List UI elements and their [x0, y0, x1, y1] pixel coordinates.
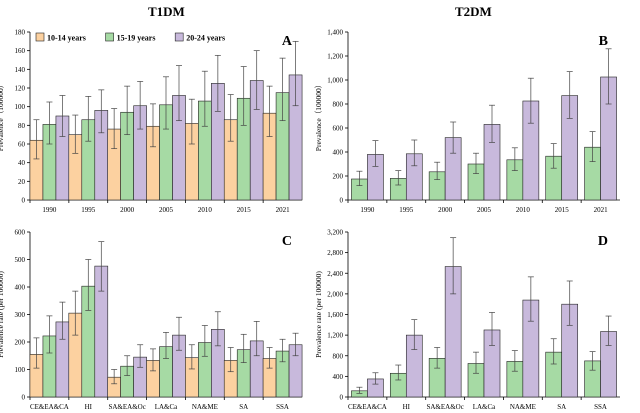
- x-tick-label: 1995: [81, 206, 96, 214]
- y-tick-label: 60: [18, 141, 26, 149]
- y-tick-label: 300: [15, 311, 26, 319]
- y-tick-label: 100: [15, 366, 26, 374]
- x-tick-label: 1995: [399, 206, 414, 214]
- x-tick-label: CE&EA&CA: [30, 403, 69, 411]
- y-tick-label: 2,400: [327, 270, 343, 278]
- y-tick-label: 0: [22, 197, 26, 205]
- y-axis-label: Prevalence（100000）: [0, 81, 5, 151]
- y-tick-label: 3,200: [327, 229, 343, 237]
- x-tick-label: HI: [85, 403, 93, 411]
- x-tick-label: SA&EA&Oc: [426, 403, 463, 411]
- x-tick-label: NA&ME: [510, 403, 536, 411]
- x-tick-label: 1990: [42, 206, 57, 214]
- x-tick-label: 2021: [276, 206, 291, 214]
- legend-swatch: [105, 32, 114, 42]
- y-tick-label: 800: [333, 352, 344, 360]
- legend-swatch: [35, 32, 45, 42]
- x-tick-label: 1990: [360, 206, 375, 214]
- y-tick-label: 0: [340, 197, 344, 205]
- x-tick-label: 2005: [159, 206, 174, 214]
- y-tick-label: 400: [333, 149, 344, 157]
- x-tick-label: LA&Ca: [473, 403, 496, 411]
- y-tick-label: 0: [22, 394, 26, 402]
- panel-letter: A: [282, 34, 293, 49]
- y-tick-label: 20: [18, 178, 26, 186]
- x-tick-label: 2005: [477, 206, 492, 214]
- chart-panel-d: D 0 400 800 1,200 1,600 2,000 2,400 2,800 3,200 Pr…: [314, 229, 620, 411]
- x-tick-label: SA: [239, 403, 248, 411]
- y-tick-label: 200: [15, 339, 26, 347]
- x-tick-label: HI: [403, 403, 411, 411]
- chart-panel-c: C 0 100 200 300 400 500 600 Prevalence rate (per…: [0, 229, 303, 411]
- x-tick-label: 2015: [237, 206, 252, 214]
- y-tick-label: 1,200: [327, 53, 343, 61]
- y-tick-label: 600: [15, 229, 26, 237]
- panel-letter: B: [599, 34, 608, 49]
- x-tick-label: NA&ME: [192, 403, 218, 411]
- y-tick-label: 100: [15, 103, 26, 111]
- y-tick-label: 0: [340, 394, 344, 402]
- y-tick-label: 80: [18, 122, 26, 130]
- legend-swatch: [174, 32, 184, 42]
- y-tick-label: 200: [333, 173, 344, 181]
- t1dm-column-title: T1DM: [148, 4, 185, 19]
- y-axis-label: Prevalence rate (per 100000): [314, 271, 323, 358]
- y-tick-label: 120: [15, 85, 26, 93]
- x-tick-label: CE&EA&CA: [348, 403, 387, 411]
- y-tick-label: 160: [15, 47, 26, 55]
- y-tick-label: 600: [333, 125, 344, 133]
- x-tick-label: 2015: [555, 206, 570, 214]
- y-tick-label: 140: [15, 66, 26, 74]
- y-tick-label: 400: [333, 373, 344, 381]
- y-tick-label: 1,200: [327, 332, 343, 340]
- chart-panel-a: A 0 20 40 60 80 100 120 140 160 180 Prevalence（1000…: [0, 29, 303, 214]
- y-tick-label: 1,000: [327, 77, 343, 85]
- y-tick-label: 1,400: [327, 29, 343, 37]
- y-tick-label: 40: [18, 159, 26, 167]
- legend-label: 20-24 years: [186, 34, 225, 43]
- y-tick-label: 2,800: [327, 249, 343, 257]
- chart-panel-b: B 0 200 400 600 800 1,000 1,200 1,400 Prevalence（…: [314, 29, 620, 214]
- x-tick-label: 2021: [594, 206, 609, 214]
- x-tick-label: LA&Ca: [155, 403, 178, 411]
- y-axis-label: Prevalence rate (per 100000): [0, 271, 5, 358]
- y-tick-label: 400: [15, 284, 26, 292]
- y-tick-label: 500: [15, 256, 26, 264]
- panel-letter: D: [598, 234, 608, 249]
- x-tick-label: 2010: [198, 206, 213, 214]
- x-tick-label: SSA: [276, 403, 289, 411]
- x-tick-label: 2000: [438, 206, 453, 214]
- legend: 10-14 years 15-19 years 20-24 years: [35, 32, 225, 43]
- y-tick-label: 180: [15, 29, 26, 37]
- x-tick-label: SA: [557, 403, 566, 411]
- y-tick-label: 800: [333, 101, 344, 109]
- x-tick-label: SSA: [594, 403, 607, 411]
- panel-letter: C: [282, 234, 292, 249]
- t2dm-column-title: T2DM: [455, 4, 492, 19]
- x-tick-label: SA&EA&Oc: [108, 403, 145, 411]
- legend-label: 15-19 years: [117, 34, 156, 43]
- y-axis-label: Prevalence（100000）: [314, 81, 323, 151]
- legend-label: 10-14 years: [47, 34, 86, 43]
- x-tick-label: 2000: [120, 206, 135, 214]
- y-tick-label: 2,000: [327, 290, 343, 298]
- x-tick-label: 2010: [516, 206, 531, 214]
- y-tick-label: 1,600: [327, 311, 343, 319]
